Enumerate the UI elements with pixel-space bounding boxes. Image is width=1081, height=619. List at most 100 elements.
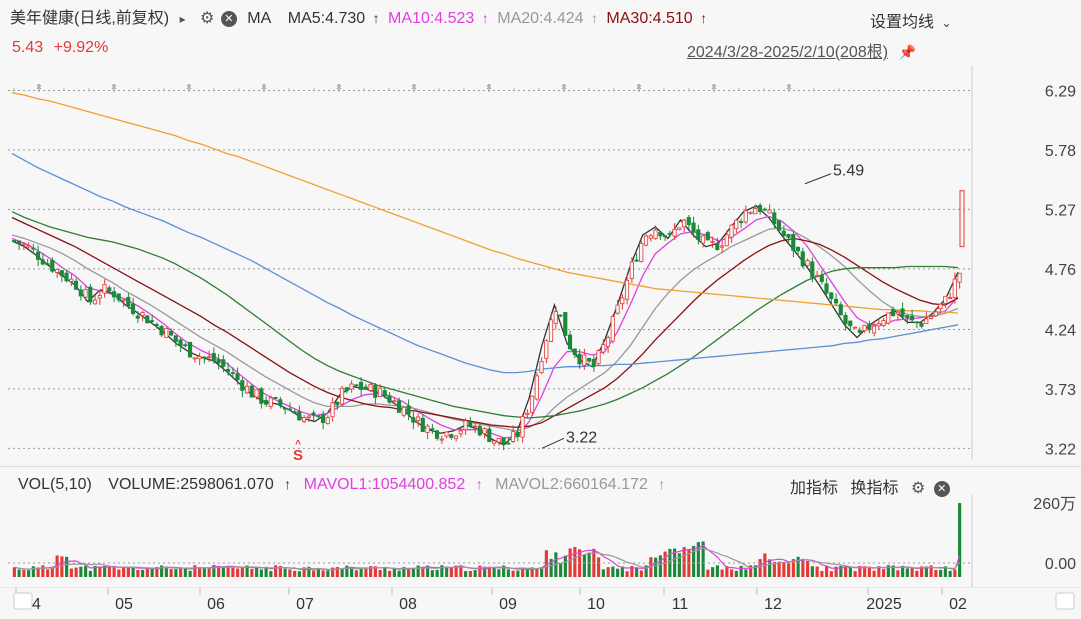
ma-label[interactable]: MA: [247, 10, 272, 27]
volume-bar: [359, 568, 363, 577]
candle-down: [335, 401, 340, 406]
event-marker: ·: [462, 83, 466, 95]
volume-chart[interactable]: 260万 0.00: [0, 495, 1081, 587]
candle-down: [430, 428, 435, 431]
volume-bar: [521, 568, 525, 577]
candle-down: [126, 296, 131, 307]
candle-up: [957, 272, 962, 283]
candle-down: [178, 339, 183, 347]
candle-up: [681, 219, 687, 228]
candle-down: [216, 359, 221, 364]
volume-bar: [720, 569, 724, 577]
candle-down: [135, 315, 140, 319]
candle-down: [225, 368, 231, 373]
candle-up: [596, 350, 601, 365]
volume-bar: [426, 565, 430, 577]
candle-down: [159, 326, 164, 336]
volume-bar: [31, 566, 35, 577]
volume-bar: [905, 568, 909, 577]
volume-bar: [744, 569, 748, 577]
candle-down: [662, 235, 668, 238]
scroll-right-button: [1055, 592, 1075, 610]
candle-down: [311, 412, 316, 416]
volume-bar: [464, 571, 468, 577]
candle-up: [943, 295, 948, 304]
volume-bar: [112, 567, 116, 577]
title-menu-caret[interactable]: ▸: [179, 12, 186, 26]
volume-bar: [867, 566, 871, 577]
event-marker: ·: [362, 83, 366, 95]
event-marker: ↟: [334, 83, 343, 95]
switch-indicator-button[interactable]: 换指标: [850, 480, 899, 497]
volume-bar: [639, 570, 643, 577]
settings-button[interactable]: 设置均线 ⌄: [870, 8, 952, 32]
volume-bar: [958, 503, 962, 577]
candle-down: [358, 381, 364, 390]
candle-down: [88, 286, 93, 303]
volume-bar: [202, 568, 206, 577]
volume-bar: [540, 567, 544, 577]
event-marker: ·: [437, 83, 441, 95]
volume-bar: [506, 569, 510, 577]
volume-bar: [901, 565, 905, 577]
vol-label[interactable]: VOL(5,10): [18, 476, 92, 493]
candle-up: [653, 229, 658, 240]
candle-down: [786, 233, 791, 238]
candle-down: [107, 287, 112, 292]
event-marker: ↟: [109, 83, 118, 95]
ma20-up-arrow: ↑: [590, 10, 598, 26]
x-tick-label: 12: [764, 596, 782, 613]
volume-bar: [388, 570, 392, 577]
candle-up: [610, 316, 615, 342]
candle-down: [202, 356, 207, 359]
price-plot-area: [8, 66, 972, 460]
date-range[interactable]: 2024/3/28-2025/2/10(208根): [687, 44, 889, 61]
close-icon[interactable]: ✕: [220, 10, 237, 27]
candle-down: [168, 330, 174, 336]
price-tick-label: 4.24: [1045, 322, 1076, 339]
volume-bar: [88, 570, 92, 577]
candle-down: [468, 422, 473, 427]
price-change: +9.92%: [53, 39, 109, 56]
signal-marker[interactable]: ^ S: [293, 440, 303, 464]
x-tick-label: 02: [949, 596, 967, 613]
volume-bar: [312, 570, 316, 577]
gear-icon[interactable]: ⚙: [910, 480, 926, 497]
volume-bar: [796, 556, 800, 577]
candle-up: [615, 304, 620, 314]
price-chart[interactable]: · ↟ · · ↟ · · ↟ · · ↟ · · ↟ · · ↟ · · ↟ · · ↟ · · ↟ · · ↟ · · ↟ · · 6.29 5…: [0, 66, 1081, 466]
ma10-value: MA10:4.523: [388, 10, 475, 27]
volume-bar: [858, 565, 862, 577]
volume-bar: [820, 571, 824, 577]
volume-bar: [226, 565, 230, 577]
candle-down: [263, 400, 269, 405]
ma30-up-arrow: ↑: [700, 10, 708, 26]
candle-down: [396, 400, 402, 413]
gear-icon[interactable]: ⚙: [200, 10, 215, 27]
close-icon[interactable]: ✕: [933, 480, 950, 497]
candle-up: [325, 417, 330, 425]
volume-bar: [620, 566, 624, 577]
event-marker: ↟: [484, 83, 493, 95]
volume-bar: [93, 565, 97, 577]
candle-down: [838, 304, 843, 316]
volume-bar: [806, 561, 810, 577]
volume-bar: [435, 569, 439, 577]
volume-bar: [17, 569, 21, 577]
candle-down: [800, 251, 805, 267]
volume-bar: [753, 565, 757, 577]
event-marker: ·: [737, 83, 741, 95]
mavol-line-5: [14, 544, 961, 571]
stock-title[interactable]: 美年健康(日线,前复权): [10, 10, 170, 27]
candle-up: [306, 415, 311, 418]
candle-up: [140, 312, 145, 316]
volume-bar: [65, 556, 69, 577]
volume-bar: [369, 566, 373, 577]
pin-icon[interactable]: 📌: [898, 44, 916, 60]
add-indicator-button[interactable]: 加指标: [790, 480, 839, 497]
volume-bar: [516, 570, 520, 577]
volume-bar: [502, 565, 506, 577]
volume-value: VOLUME:2598061.070: [108, 476, 274, 493]
volume-bar: [302, 567, 306, 577]
volume-bar: [749, 565, 753, 577]
